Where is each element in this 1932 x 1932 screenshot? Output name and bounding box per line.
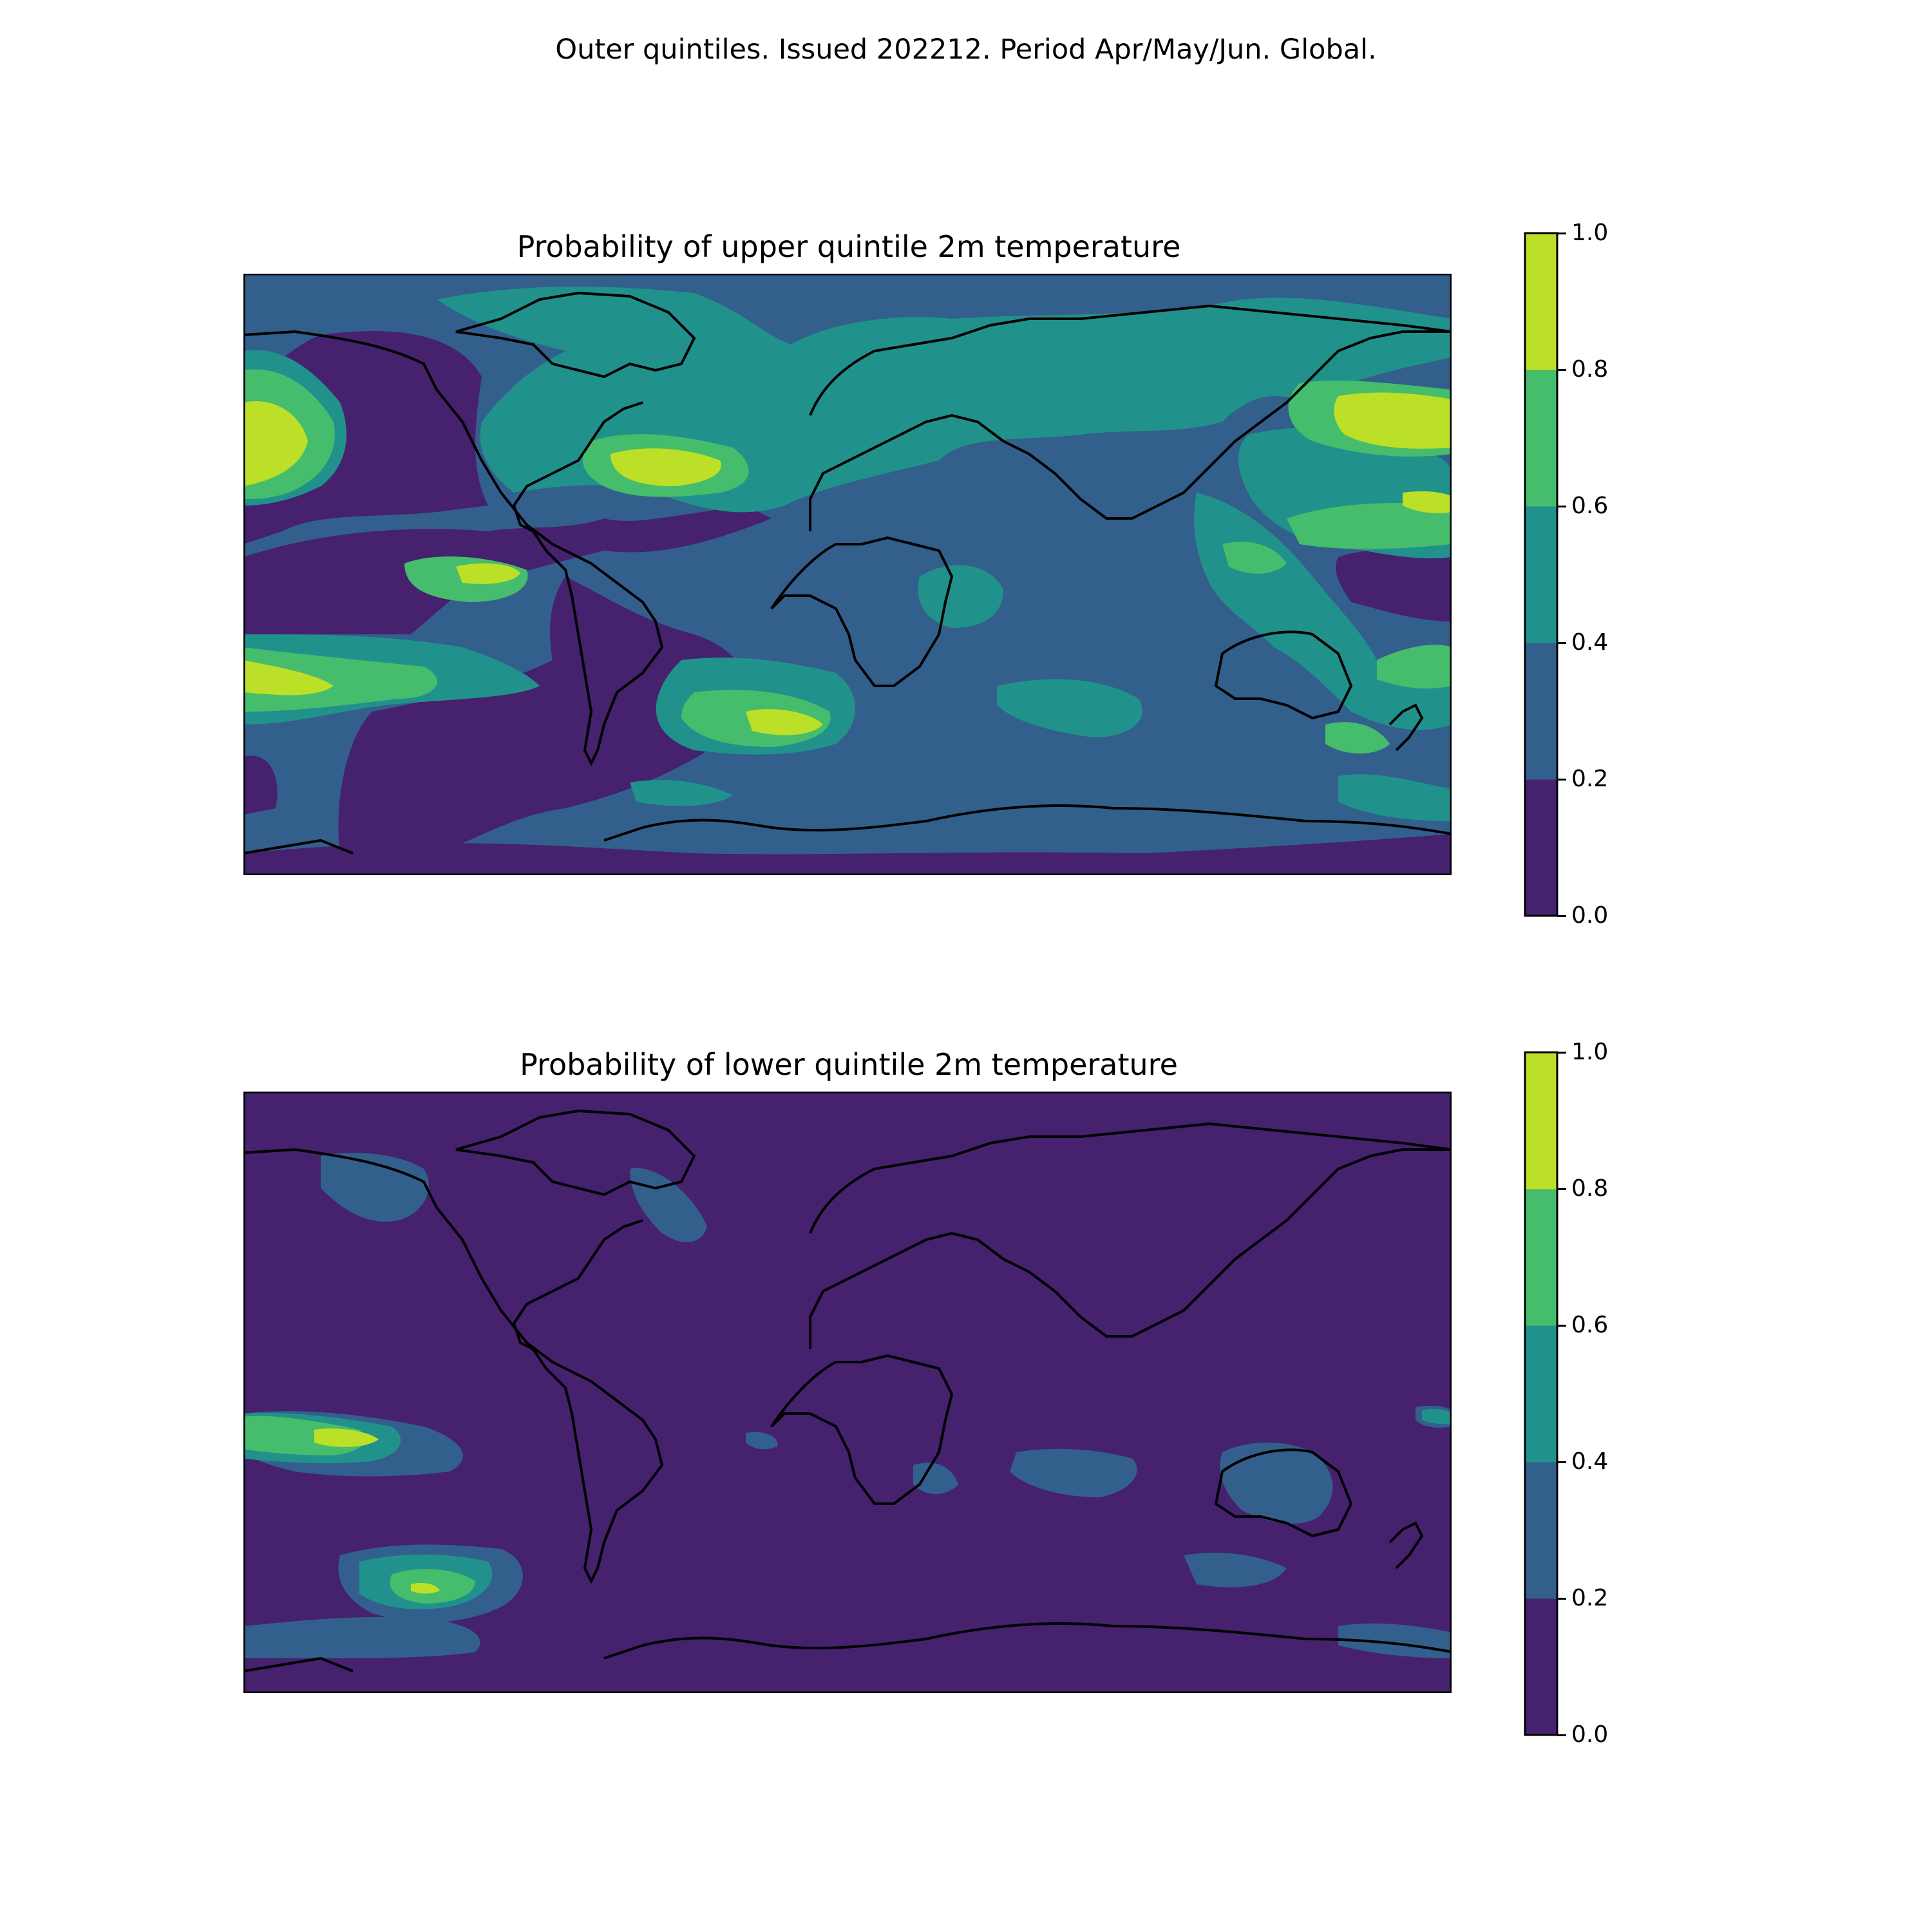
colorbar-tick-label: 0.6: [1571, 1312, 1609, 1338]
colorbar-bin-4: [1525, 233, 1557, 370]
colorbar-tick-label: 0.8: [1571, 1175, 1609, 1202]
figure-title: Outer quintiles. Issued 202212. Period A…: [555, 33, 1377, 66]
colorbar-tick-label: 0.4: [1571, 1448, 1609, 1475]
colorbar-bin-3: [1525, 370, 1557, 507]
colorbar-tick-label: 1.0: [1571, 220, 1609, 246]
lower-very-high-prob-regions: [314, 1428, 440, 1594]
colorbar-bin-0: [1525, 779, 1557, 916]
colorbar-bin-2: [1525, 506, 1557, 643]
colorbar-tick-mark: [1557, 1597, 1566, 1600]
colorbar-tick-mark: [1557, 368, 1566, 371]
colorbar-bin-0: [1525, 1598, 1557, 1736]
lower-map-title: Probability of lower quintile 2m tempera…: [520, 1047, 1178, 1082]
colorbar-bin-2: [1525, 1325, 1557, 1463]
colorbar-tick-label: 0.0: [1571, 902, 1609, 929]
colorbar-tick-mark: [1557, 641, 1566, 644]
upper-quintile-map: [243, 274, 1452, 875]
colorbar-tick-label: 1.0: [1571, 1039, 1609, 1065]
colorbar-bin-3: [1525, 1189, 1557, 1326]
upper-colorbar: [1524, 232, 1558, 917]
colorbar-bin-4: [1525, 1052, 1557, 1189]
lower-colorbar: [1524, 1051, 1558, 1736]
colorbar-tick-mark: [1557, 1461, 1566, 1463]
colorbar-tick-mark: [1557, 505, 1566, 507]
colorbar-tick-label: 0.6: [1571, 493, 1609, 519]
colorbar-tick-mark: [1557, 1324, 1566, 1327]
colorbar-tick-mark: [1557, 1051, 1566, 1054]
colorbar-tick-mark: [1557, 778, 1566, 781]
colorbar-tick-label: 0.8: [1571, 356, 1609, 383]
colorbar-tick-mark: [1557, 914, 1566, 917]
colorbar-tick-label: 0.2: [1571, 766, 1609, 792]
colorbar-tick-mark: [1557, 1188, 1566, 1190]
lower-coastlines: [243, 1109, 1452, 1672]
colorbar-bin-1: [1525, 1462, 1557, 1599]
lower-quintile-map: [243, 1092, 1452, 1693]
colorbar-bin-1: [1525, 643, 1557, 780]
upper-map-title: Probability of upper quintile 2m tempera…: [516, 229, 1181, 264]
colorbar-tick-mark: [1557, 1734, 1566, 1736]
upper-very-high-prob-regions: [243, 392, 1452, 735]
colorbar-tick-label: 0.0: [1571, 1721, 1609, 1748]
colorbar-tick-mark: [1557, 232, 1566, 234]
upper-coastlines: [243, 291, 1452, 855]
colorbar-tick-label: 0.2: [1571, 1585, 1609, 1611]
colorbar-tick-label: 0.4: [1571, 629, 1609, 656]
